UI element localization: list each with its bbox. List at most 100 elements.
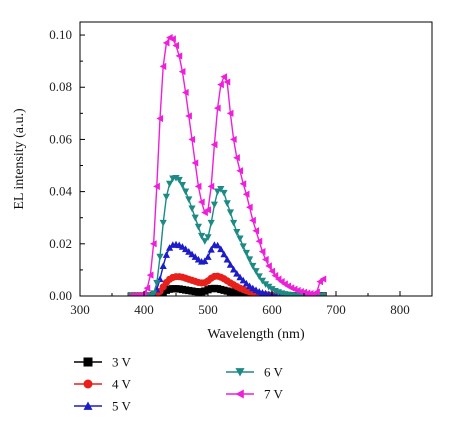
data-point — [214, 188, 222, 196]
data-point — [233, 269, 241, 277]
legend-entry: 7 V — [226, 387, 284, 402]
data-point — [258, 248, 266, 256]
data-point — [153, 279, 161, 287]
data-point — [226, 109, 234, 117]
y-tick-label: 0.04 — [49, 184, 72, 199]
data-point — [188, 250, 196, 258]
legend-label: 7 V — [264, 387, 284, 402]
data-point — [207, 182, 215, 190]
x-tick-label: 700 — [326, 302, 346, 317]
data-point — [188, 135, 196, 144]
data-point — [204, 253, 212, 260]
y-tick-label: 0.06 — [49, 131, 72, 146]
series-layer — [127, 34, 327, 296]
data-point — [223, 200, 231, 207]
data-point — [217, 81, 224, 89]
data-point — [246, 256, 254, 264]
x-axis-title: Wavelength (nm) — [207, 327, 305, 342]
data-point — [188, 205, 196, 213]
legend-entry: 6 V — [226, 365, 284, 380]
data-point — [236, 235, 244, 243]
data-point — [236, 273, 244, 281]
data-point — [172, 174, 180, 182]
data-point — [185, 248, 193, 255]
data-point — [162, 39, 170, 47]
legend-marker — [83, 401, 93, 410]
data-point — [194, 223, 202, 231]
data-point — [191, 253, 199, 260]
data-point — [159, 262, 167, 270]
data-point — [230, 135, 237, 144]
data-point — [233, 229, 241, 236]
legend-entry: 3 V — [74, 355, 132, 370]
legend-entry: 4 V — [74, 377, 132, 392]
data-point — [214, 104, 221, 112]
data-point — [204, 206, 212, 214]
x-tick-label: 800 — [390, 302, 410, 317]
data-point — [223, 78, 231, 86]
data-point — [178, 182, 186, 189]
data-point — [249, 216, 256, 224]
data-point — [182, 88, 189, 97]
data-point — [214, 241, 222, 249]
data-point — [156, 114, 164, 123]
data-point — [242, 190, 250, 198]
data-point — [226, 261, 234, 268]
data-point — [156, 253, 164, 261]
legend-marker — [235, 389, 244, 399]
data-point — [271, 272, 279, 280]
y-tick-label: 0.00 — [49, 288, 72, 303]
plot-frame — [79, 21, 433, 297]
data-point — [246, 203, 253, 211]
data-point — [252, 227, 260, 235]
data-point — [162, 251, 170, 258]
data-point — [220, 73, 228, 81]
data-point — [159, 219, 167, 227]
data-point — [242, 249, 250, 257]
data-point — [182, 245, 190, 253]
data-point — [249, 262, 257, 270]
axes-layer: 300 400 500 600 700 800 0.00 0.02 0.04 0.06 0.08 0.… — [49, 27, 410, 317]
data-point — [194, 182, 202, 190]
data-point — [162, 193, 170, 201]
legend-entry: 5 V — [74, 399, 132, 414]
data-point — [313, 288, 320, 296]
x-tick-label: 400 — [134, 302, 154, 317]
data-point — [239, 243, 247, 251]
x-tick-label: 300 — [70, 302, 90, 317]
y-tick-label: 0.10 — [49, 27, 72, 42]
legend-label: 3 V — [112, 355, 132, 370]
data-point — [150, 290, 158, 296]
data-point — [175, 52, 183, 60]
legend-label: 6 V — [264, 365, 284, 380]
data-point — [319, 275, 327, 283]
data-point — [150, 240, 157, 248]
data-point — [230, 219, 238, 227]
data-point — [252, 268, 260, 275]
data-point — [210, 141, 218, 149]
data-point — [201, 257, 209, 265]
legend-marker — [235, 368, 245, 377]
data-point — [217, 245, 225, 253]
data-point — [268, 286, 276, 293]
legend-label: 5 V — [112, 399, 132, 414]
data-point — [255, 273, 263, 281]
data-point — [201, 238, 209, 245]
data-point — [172, 41, 180, 50]
x-tick-label: 600 — [262, 302, 282, 317]
data-point — [265, 283, 273, 291]
data-point — [185, 196, 193, 204]
data-point — [319, 292, 327, 296]
data-point — [255, 237, 263, 245]
data-point — [242, 279, 250, 287]
x-tick-label: 500 — [198, 302, 218, 317]
data-point — [220, 189, 228, 197]
data-point — [300, 288, 308, 296]
data-point — [207, 219, 215, 227]
data-point — [210, 201, 218, 209]
data-point — [191, 159, 199, 167]
y-tick-label: 0.08 — [49, 79, 72, 94]
series-7v — [127, 34, 327, 296]
data-point — [143, 284, 151, 292]
